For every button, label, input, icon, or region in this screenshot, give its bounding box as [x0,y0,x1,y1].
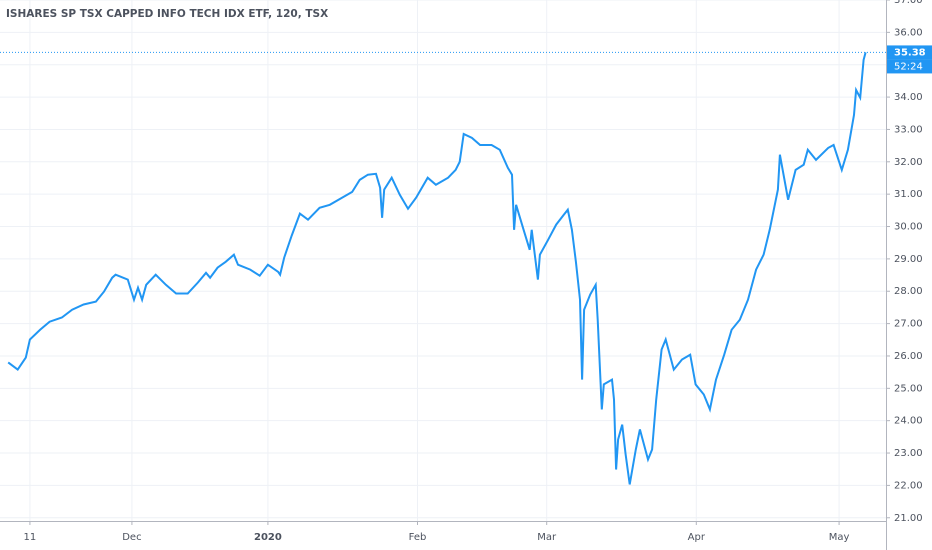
y-tick-label: 25.00 [894,383,923,394]
y-tick-label: 34.00 [894,92,923,103]
y-tick-label: 29.00 [894,254,923,265]
y-tick-label: 24.00 [894,416,923,427]
y-tick-label: 32.00 [894,157,923,168]
y-tick-label: 28.00 [894,286,923,297]
last-price-label: 35.38 [894,47,926,58]
last-price-box [887,45,932,60]
y-tick-label: 23.00 [894,448,923,459]
y-tick-label: 30.00 [894,222,923,233]
x-tick-label: Feb [409,532,427,543]
y-tick-label: 31.00 [894,189,923,200]
x-tick-label: 11 [24,532,37,543]
marks [7,52,867,485]
y-tick-label: 37.00 [894,0,923,6]
x-tick-label: Mar [537,532,557,543]
y-tick-label: 33.00 [894,124,923,135]
y-tick-label: 21.00 [894,513,923,524]
y-tick-label: 36.00 [894,27,923,38]
countdown-label: 52:24 [894,61,923,72]
y-tick-label: 27.00 [894,319,923,330]
y-tick-label: 22.00 [894,480,923,491]
chart-title: ISHARES SP TSX CAPPED INFO TECH IDX ETF,… [6,8,328,20]
x-tick-label: Apr [688,532,706,543]
grid [0,0,886,521]
x-tick-label: Dec [122,532,141,543]
price-line [7,52,867,485]
y-tick-label: 26.00 [894,351,923,362]
countdown-box [887,59,932,74]
x-tick-label: May [829,532,850,543]
x-tick-label: 2020 [254,532,282,543]
